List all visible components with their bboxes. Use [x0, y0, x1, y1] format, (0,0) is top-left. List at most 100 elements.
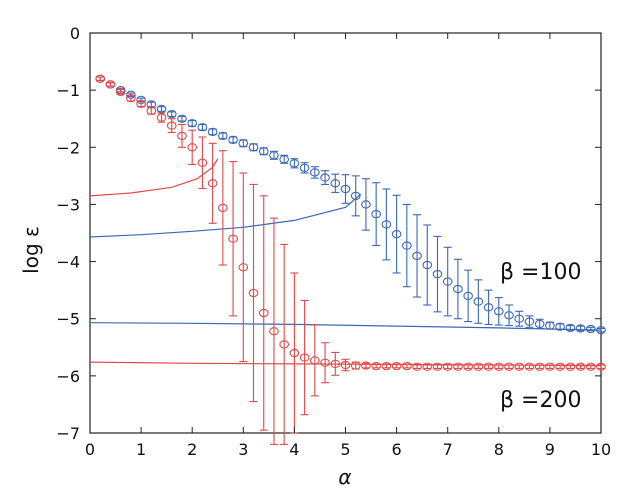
- data-point: [279, 155, 290, 164]
- data-point: [473, 362, 484, 371]
- data-point: [218, 131, 228, 141]
- data-point: [493, 362, 504, 371]
- y-axis-label: log ε: [19, 226, 43, 274]
- y-tick-label: −5: [56, 310, 80, 329]
- data-point: [299, 163, 310, 173]
- x-tick-label: 4: [289, 440, 299, 459]
- data-point: [146, 106, 157, 115]
- fit-curve: [89, 322, 602, 331]
- data-point: [177, 114, 187, 123]
- data-point: [238, 139, 249, 148]
- data-point: [534, 319, 545, 329]
- data-point: [258, 308, 269, 318]
- x-tick-label: 0: [85, 440, 95, 459]
- data-point: [258, 147, 269, 156]
- data-point: [238, 263, 249, 272]
- data-point: [596, 325, 606, 335]
- data-point: [289, 159, 300, 168]
- data-point: [391, 361, 402, 371]
- data-point: [115, 87, 126, 97]
- data-point: [289, 348, 300, 358]
- data-point: [340, 184, 351, 194]
- data-point: [330, 179, 341, 188]
- data-point: [575, 362, 586, 371]
- data-point: [228, 135, 238, 145]
- data-point: [279, 340, 290, 349]
- data-point: [166, 121, 177, 130]
- data-point: [401, 241, 412, 250]
- data-point: [442, 277, 453, 286]
- y-tick-label: −3: [56, 195, 80, 214]
- data-point: [166, 109, 177, 119]
- x-tick-label: 6: [392, 440, 402, 459]
- x-tick-label: 10: [591, 440, 611, 459]
- data-point: [565, 323, 576, 333]
- data-point: [514, 314, 525, 323]
- data-point: [432, 269, 443, 279]
- data-point: [177, 131, 187, 141]
- x-tick-label: 5: [340, 440, 350, 459]
- data-point: [422, 260, 433, 270]
- x-tick-label: 8: [494, 440, 504, 459]
- data-point: [371, 361, 382, 371]
- data-point: [361, 361, 371, 370]
- data-point: [207, 179, 218, 188]
- series-beta-200: [89, 74, 606, 445]
- data-point: [483, 362, 494, 371]
- data-point: [412, 251, 422, 261]
- data-point: [248, 288, 259, 298]
- y-tick-label: −4: [56, 253, 80, 272]
- data-point: [330, 359, 341, 369]
- data-point: [504, 311, 514, 320]
- data-point: [555, 322, 565, 331]
- data-point: [371, 209, 382, 219]
- data-point: [545, 321, 555, 330]
- x-tick-label: 3: [238, 440, 248, 459]
- data-point: [473, 297, 484, 306]
- data-point: [320, 358, 330, 367]
- data-point: [585, 324, 596, 334]
- data-point: [228, 234, 238, 243]
- x-tick-label: 7: [443, 440, 453, 459]
- data-point: [524, 317, 535, 326]
- data-point: [555, 362, 565, 371]
- data-point: [504, 362, 514, 371]
- y-tick-label: 0: [70, 24, 80, 43]
- data-point: [585, 362, 596, 371]
- data-point: [401, 361, 412, 371]
- data-point: [534, 362, 545, 371]
- data-point: [105, 80, 116, 89]
- data-point: [248, 143, 259, 152]
- data-point: [197, 123, 208, 132]
- data-point: [493, 307, 504, 316]
- data-point: [361, 200, 371, 209]
- data-point: [442, 362, 453, 371]
- data-point: [207, 127, 218, 137]
- data-point: [422, 362, 433, 371]
- data-point: [350, 191, 361, 201]
- data-point: [596, 362, 606, 371]
- data-point: [95, 74, 106, 83]
- y-tick-label: −1: [56, 81, 80, 100]
- y-tick-label: −7: [56, 424, 80, 443]
- data-point: [269, 151, 279, 160]
- data-point: [524, 362, 535, 371]
- data-layer: [89, 74, 606, 445]
- data-point: [136, 99, 146, 109]
- data-point: [126, 93, 136, 103]
- data-point: [320, 173, 330, 182]
- y-tick-label: −6: [56, 367, 80, 386]
- fit-curve: [89, 158, 219, 197]
- annotation-beta-100: β =100: [500, 260, 581, 285]
- annotation-beta-200: β =200: [500, 388, 581, 413]
- y-tick-label: −2: [56, 138, 80, 157]
- x-tick-label: 1: [136, 440, 146, 459]
- data-point: [453, 284, 463, 294]
- data-point: [309, 356, 320, 365]
- x-axis-label: α: [338, 465, 351, 489]
- data-point: [381, 220, 392, 229]
- data-point: [269, 327, 279, 336]
- data-point: [463, 362, 473, 371]
- data-point: [514, 362, 525, 371]
